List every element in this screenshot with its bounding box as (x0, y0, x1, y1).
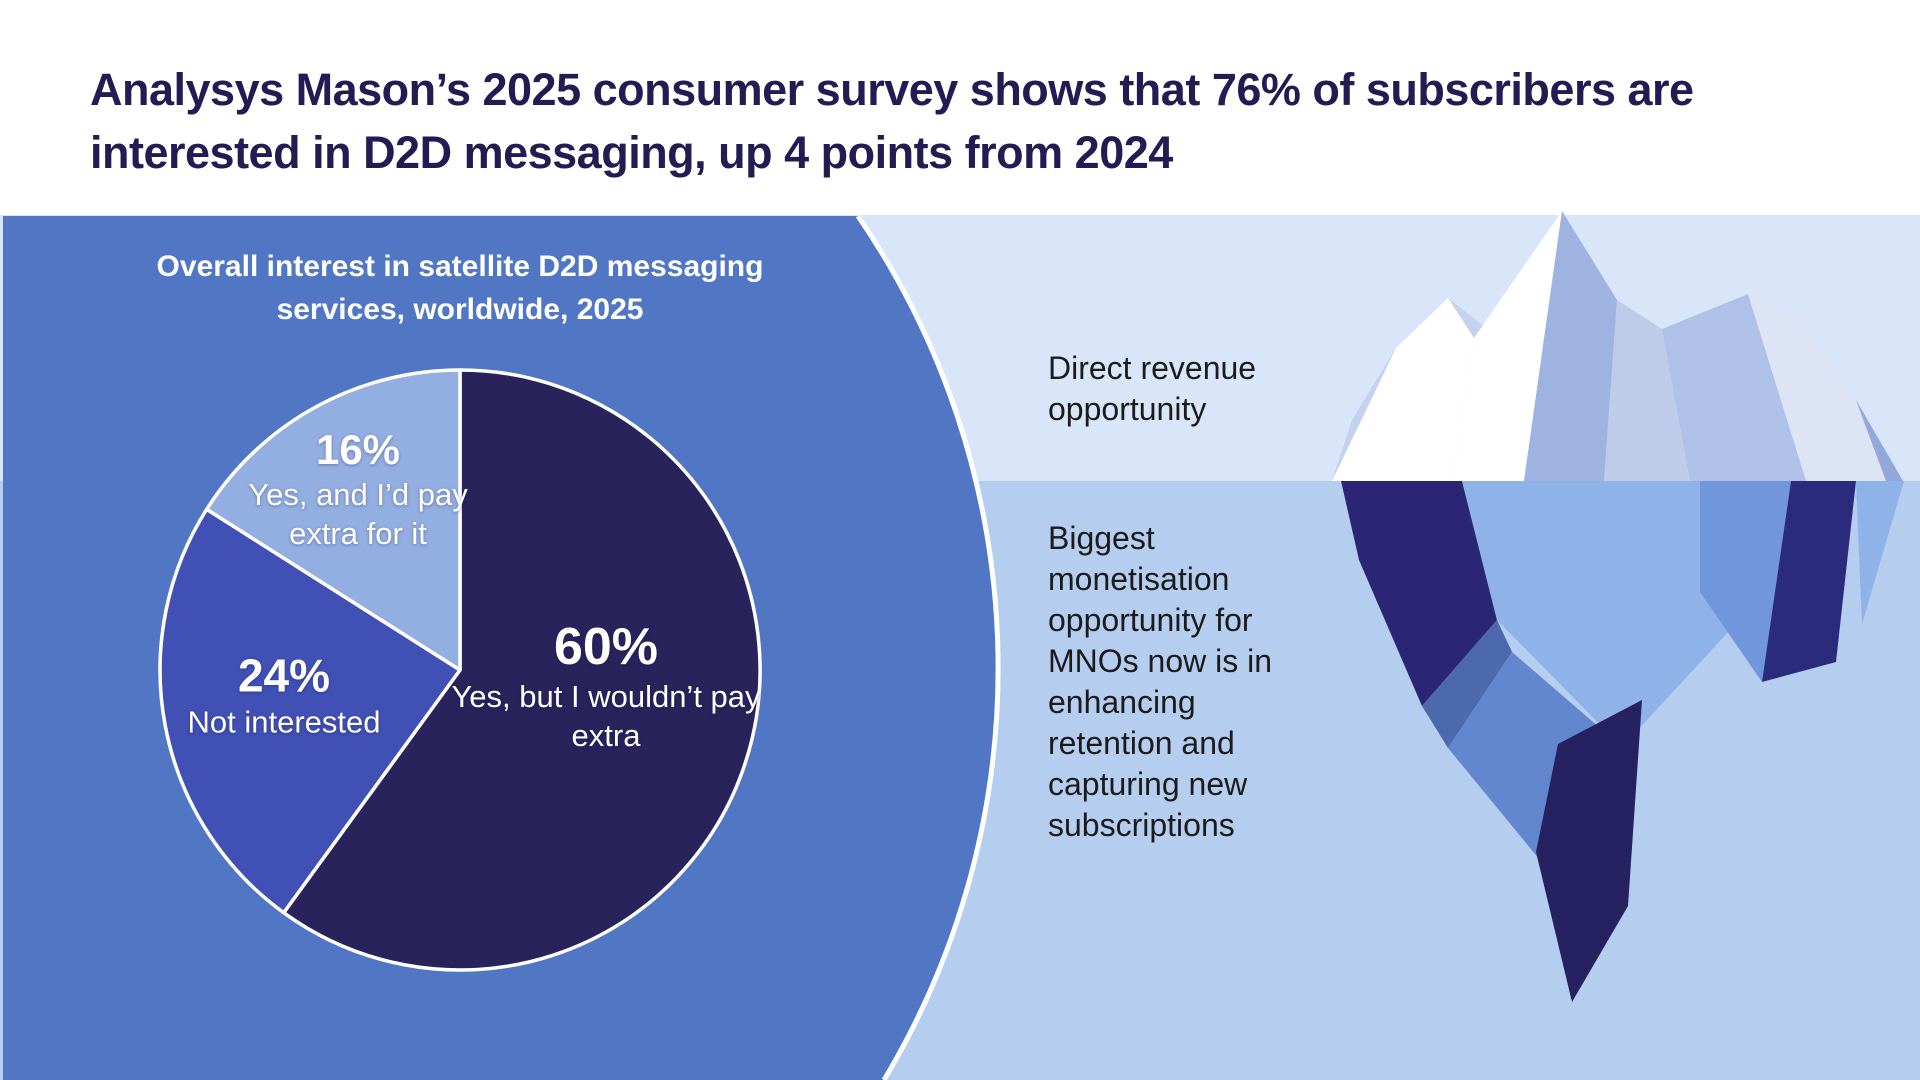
pie-slice (204, 368, 462, 672)
pie-slice-caption: Yes, and I’d pay extra for it (248, 477, 468, 551)
pie-chart (158, 368, 762, 972)
panel-edge-outline (855, 214, 1001, 1080)
pie-value: 24% (237, 649, 331, 702)
chart-title-line2: services, worldwide, 2025 (276, 293, 644, 326)
chart-title: Overall interest in satellite D2D messag… (110, 245, 810, 331)
pie-value: 60% (553, 618, 659, 676)
pie-value: 16% (315, 426, 401, 473)
page-title: Analysys Mason’s 2025 consumer survey sh… (90, 58, 1790, 184)
iceberg-illustration (1332, 211, 1904, 1002)
pie-slice (158, 507, 462, 915)
pie-label-pay-extra: 16% Yes, and I’d pay extra for it (218, 425, 498, 553)
pie-slice (281, 368, 762, 972)
pie-slice-caption: Yes, but I wouldn’t pay extra (451, 679, 761, 753)
annotation-retention: Biggest monetisation opportunity for MNO… (1048, 520, 1273, 843)
pie-label-not-interested: 24% Not interested (134, 649, 434, 742)
page-title-line2: interested in D2D messaging, up 4 points… (90, 127, 1173, 178)
annotation-direct-revenue: Direct revenue opportunity (1048, 350, 1257, 427)
page-title-line1: Analysys Mason’s 2025 consumer survey sh… (90, 64, 1694, 115)
chart-title-line1: Overall interest in satellite D2D messag… (156, 250, 764, 283)
pie-slice-caption: Not interested (187, 704, 381, 740)
pie-label-yes-no-extra: 60% Yes, but I wouldn’t pay extra (441, 617, 771, 755)
